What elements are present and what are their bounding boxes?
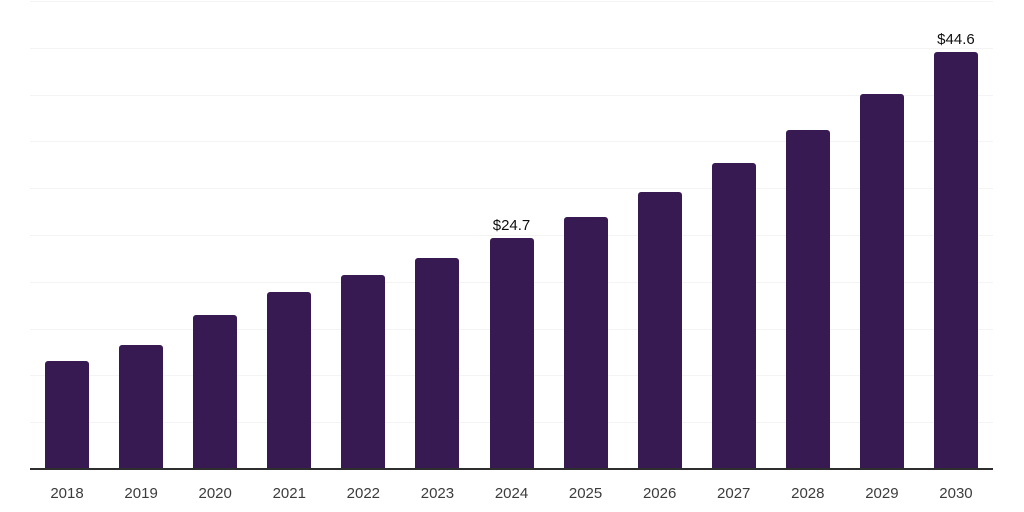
x-axis-label: 2030 <box>939 485 973 502</box>
bar-2028 <box>785 130 830 469</box>
x-axis-label: 2018 <box>50 485 84 502</box>
gridline <box>30 94 993 96</box>
bar-2018 <box>45 361 90 469</box>
bar-2030 <box>933 51 978 469</box>
gridline <box>30 235 993 236</box>
gridline <box>30 47 993 49</box>
x-axis-label: 2025 <box>568 485 603 502</box>
x-axis-label: 2026 <box>642 485 677 502</box>
x-axis-label: 2027 <box>717 485 751 502</box>
bar-2026 <box>637 191 682 469</box>
bar-2020 <box>193 315 238 469</box>
x-axis-label: 2019 <box>124 485 158 502</box>
bar-2022 <box>341 275 386 469</box>
bar-2019 <box>119 344 164 469</box>
gridline <box>30 141 993 143</box>
x-axis-label: 2023 <box>420 485 455 502</box>
x-axis-label: 2022 <box>346 485 381 502</box>
bar-value-label: $24.7 <box>492 216 531 234</box>
bar-2029 <box>859 93 904 469</box>
x-axis-label: 2028 <box>791 485 825 502</box>
bar-2025 <box>563 217 608 469</box>
bar-2021 <box>267 292 312 469</box>
x-axis-label: 2021 <box>272 485 306 502</box>
bar-value-label: $44.6 <box>937 30 975 48</box>
x-axis-line <box>30 468 993 470</box>
x-axis-label: 2029 <box>865 485 899 502</box>
x-axis-label: 2024 <box>494 485 529 502</box>
gridline <box>30 1 993 2</box>
bar-2027 <box>711 162 756 469</box>
x-axis-label: 2020 <box>198 485 232 502</box>
bar-2024 <box>489 237 534 469</box>
gridline <box>30 188 993 190</box>
bar-2023 <box>415 258 460 469</box>
